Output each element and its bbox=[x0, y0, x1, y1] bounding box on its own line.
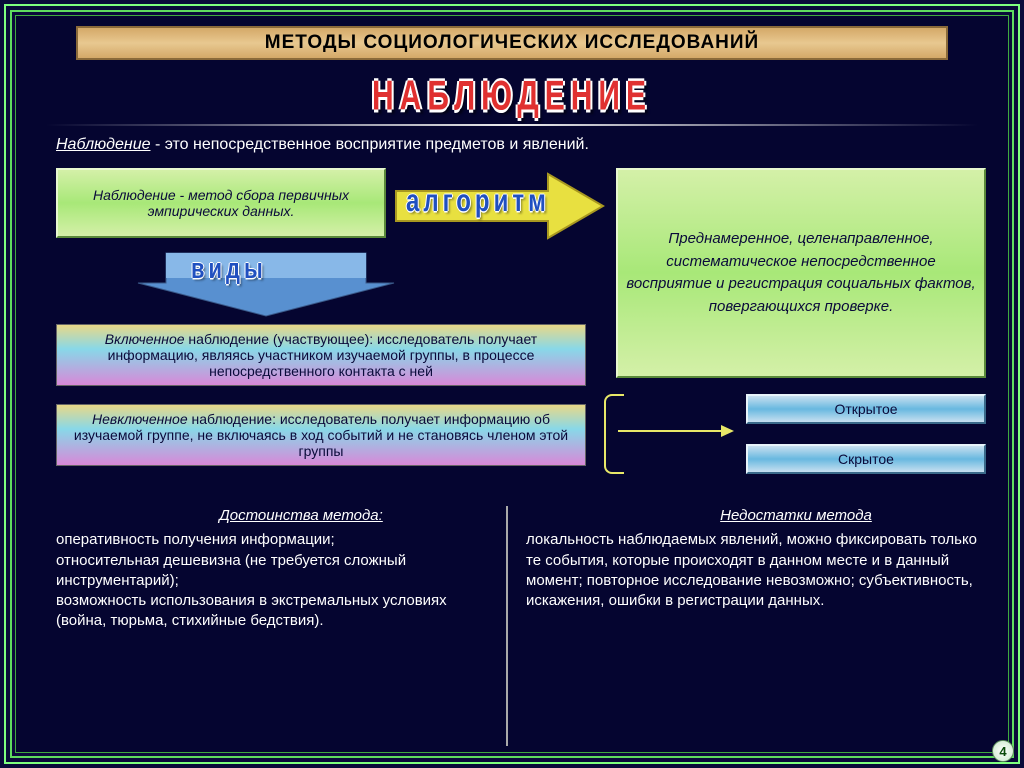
hidden-label: Скрытое bbox=[838, 451, 894, 467]
underline bbox=[46, 124, 978, 126]
disadvantages-column: Недостатки метода локальность наблюдаемы… bbox=[526, 506, 986, 611]
hidden-box: Скрытое bbox=[746, 444, 986, 474]
disadvantages-heading: Недостатки метода bbox=[526, 506, 986, 526]
disadvantages-body: локальность наблюдаемых явлений, можно ф… bbox=[526, 531, 977, 609]
wordart-algorithm: алгоритм bbox=[406, 184, 550, 220]
advantages-body: оперативность получения информации; отно… bbox=[56, 531, 447, 629]
type-included-lead: Включенное bbox=[105, 331, 185, 347]
method-box-text: Наблюдение - метод сбора первичных эмпир… bbox=[66, 187, 376, 219]
title-bar: МЕТОДЫ СОЦИОЛОГИЧЕСКИХ ИССЛЕДОВАНИЙ bbox=[76, 26, 948, 60]
inner-frame: МЕТОДЫ СОЦИОЛОГИЧЕСКИХ ИССЛЕДОВАНИЙ НАБЛ… bbox=[10, 10, 1014, 758]
type-included-box: Включенное наблюдение (участвующее): исс… bbox=[56, 324, 586, 386]
algorithm-box: Преднамеренное, целенаправленное, систем… bbox=[616, 168, 986, 378]
advantages-heading: Достоинства метода: bbox=[56, 506, 486, 526]
type-excluded-box: Невключенное наблюдение: исследователь п… bbox=[56, 404, 586, 466]
definition-term: Наблюдение bbox=[56, 136, 151, 153]
page-number: 4 bbox=[992, 740, 1014, 762]
definition: Наблюдение - это непосредственное воспри… bbox=[56, 136, 589, 154]
bracket-arrow-icon bbox=[616, 421, 736, 441]
outer-frame: МЕТОДЫ СОЦИОЛОГИЧЕСКИХ ИССЛЕДОВАНИЙ НАБЛ… bbox=[4, 4, 1020, 764]
wordart-types: виды bbox=[191, 252, 267, 286]
page-title: МЕТОДЫ СОЦИОЛОГИЧЕСКИХ ИССЛЕДОВАНИЙ bbox=[265, 32, 759, 54]
wordart-observation: НАБЛЮДЕНИЕ bbox=[16, 73, 1008, 121]
type-excluded-lead: Невключенное bbox=[92, 411, 188, 427]
advantages-column: Достоинства метода: оперативность получе… bbox=[56, 506, 486, 632]
column-divider bbox=[506, 506, 508, 746]
definition-text: - это непосредственное восприятие предме… bbox=[151, 136, 589, 153]
content-area: МЕТОДЫ СОЦИОЛОГИЧЕСКИХ ИССЛЕДОВАНИЙ НАБЛ… bbox=[15, 15, 1009, 753]
algorithm-box-text: Преднамеренное, целенаправленное, систем… bbox=[626, 228, 976, 318]
method-box: Наблюдение - метод сбора первичных эмпир… bbox=[56, 168, 386, 238]
open-label: Открытое bbox=[834, 401, 897, 417]
open-box: Открытое bbox=[746, 394, 986, 424]
